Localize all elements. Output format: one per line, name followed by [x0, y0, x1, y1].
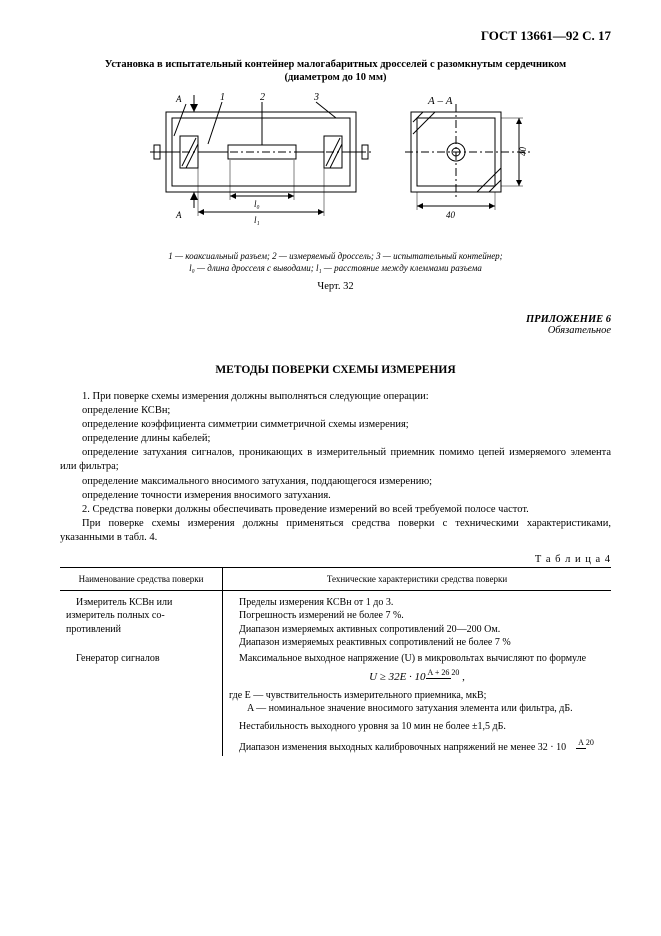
figure-legend: 1 — коаксиальный разъем; 2 — измеряемый … — [60, 251, 611, 274]
figure-drawing: А А 1 2 3 l₀ l₁ — [60, 90, 611, 245]
table-4: Наименование средства поверки Технически… — [60, 567, 611, 757]
r2-name: Генератор сигналов — [60, 652, 223, 757]
marker-A-bottom: А — [175, 210, 182, 220]
legend-line1: 1 — коаксиальный разъем; 2 — измеряемый … — [168, 251, 502, 261]
section-label: А – А — [427, 95, 453, 107]
table-label: Т а б л и ц а 4 — [60, 554, 611, 565]
callout-3: 3 — [313, 92, 319, 103]
section-title: МЕТОДЫ ПОВЕРКИ СХЕМЫ ИЗМЕРЕНИЯ — [60, 364, 611, 376]
figure-title-line1: Установка в испытательный контейнер мало… — [105, 59, 566, 70]
th-name: Наименование средства поверки — [60, 567, 223, 590]
p3: определение коэффициента симметрии симме… — [60, 418, 611, 432]
appendix-block: ПРИЛОЖЕНИЕ 6 Обязательное — [60, 314, 611, 336]
p4: определение длины кабелей; — [60, 432, 611, 446]
dim-l1: l₁ — [254, 215, 260, 225]
appendix-title: ПРИЛОЖЕНИЕ 6 — [526, 314, 611, 325]
formula-U: U ≥ 32E · 10A + 2620 , — [229, 669, 605, 685]
callout-1: 1 — [220, 92, 225, 103]
dim-40a: 40 — [446, 210, 456, 220]
p7: определение точности измерения вносимого… — [60, 489, 611, 503]
r1-name: Измеритель КСВн или измеритель полных со… — [60, 590, 223, 652]
page-header: ГОСТ 13661—92 С. 17 — [60, 28, 611, 44]
p2: определение КСВн; — [60, 404, 611, 418]
th-spec: Технические характеристики средства пове… — [223, 567, 612, 590]
p5: определение затухания сигналов, проникаю… — [60, 446, 611, 474]
marker-A-top: А — [175, 94, 182, 104]
dim-l0: l₀ — [254, 199, 260, 209]
callout-2: 2 — [260, 92, 265, 103]
p8: 2. Средства поверки должны обеспечивать … — [60, 503, 611, 517]
dim-40b: 40 — [518, 147, 528, 157]
r1-spec: Пределы измерения КСВн от 1 до 3. Погреш… — [223, 590, 612, 652]
legend-line2: l₀ — длина дросселя с выводами; l₁ — рас… — [189, 263, 482, 273]
p9: При поверке схемы измерения должны приме… — [60, 517, 611, 545]
r2-spec: Максимальное выходное напряжение (U) в м… — [223, 652, 612, 757]
p1: 1. При поверке схемы измерения должны вы… — [60, 390, 611, 404]
figure-title-line2: (диаметром до 10 мм) — [285, 72, 387, 83]
p6: определение максимального вносимого зату… — [60, 475, 611, 489]
appendix-sub: Обязательное — [548, 325, 611, 336]
body-text: 1. При поверке схемы измерения должны вы… — [60, 390, 611, 546]
r2-range: Диапазон изменения выходных калибровочны… — [229, 739, 605, 754]
figure-title: Установка в испытательный контейнер мало… — [60, 58, 611, 84]
figure-name: Черт. 32 — [60, 281, 611, 292]
